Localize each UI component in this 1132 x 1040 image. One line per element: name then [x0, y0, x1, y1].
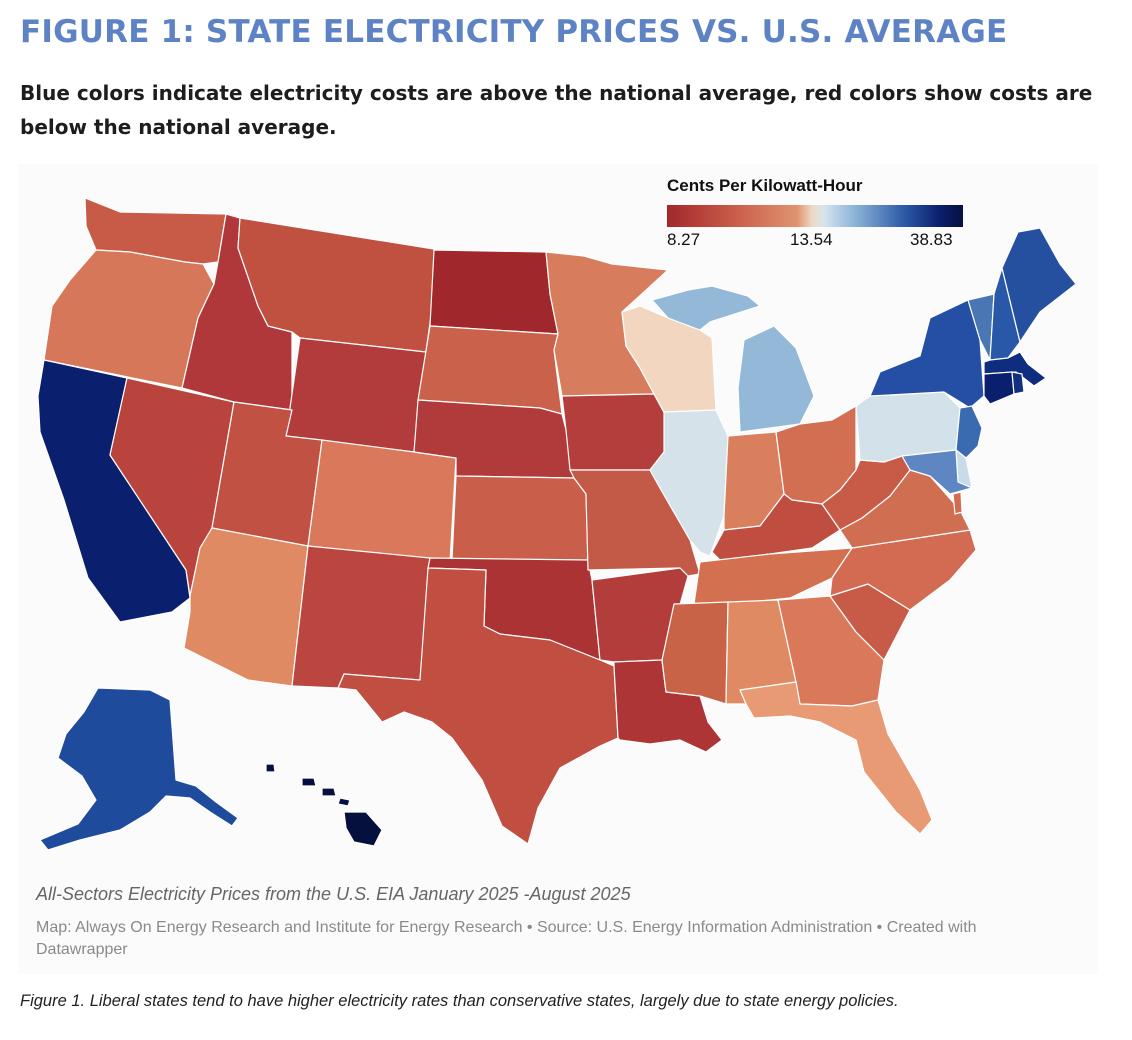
legend-max-label: 38.83 — [910, 230, 953, 249]
state-florida[interactable] — [739, 681, 933, 835]
state-texas[interactable] — [337, 567, 619, 845]
state-new-york[interactable] — [869, 299, 985, 409]
state-north-carolina[interactable] — [829, 529, 977, 611]
legend-title: Cents Per Kilowatt-Hour — [667, 176, 863, 195]
state-maryland[interactable] — [901, 449, 973, 495]
state-alaska[interactable] — [39, 687, 239, 851]
map-caption: All-Sectors Electricity Prices from the … — [36, 884, 631, 904]
state-north-dakota[interactable] — [429, 249, 559, 335]
state-hawaii[interactable] — [265, 763, 383, 847]
state-wyoming[interactable] — [285, 337, 427, 453]
state-mississippi[interactable] — [661, 601, 729, 705]
state-south-dakota[interactable] — [417, 325, 563, 415]
legend-min-label: 8.27 — [667, 230, 701, 249]
state-maine[interactable] — [1001, 227, 1077, 343]
state-new-mexico[interactable] — [291, 545, 431, 689]
state-arizona[interactable] — [183, 527, 309, 687]
state-connecticut[interactable] — [983, 371, 1015, 405]
state-rhode-island[interactable] — [1011, 371, 1025, 395]
state-colorado[interactable] — [307, 439, 457, 563]
legend-mid-label: 13.54 — [790, 230, 833, 249]
state-kansas[interactable] — [451, 475, 589, 561]
state-new-hampshire[interactable] — [989, 267, 1021, 361]
state-michigan[interactable] — [651, 285, 815, 433]
map-credits: Map: Always On Energy Research and Insti… — [36, 919, 977, 958]
figure-footnote: Figure 1. Liberal states tend to have hi… — [20, 992, 899, 1010]
state-new-jersey[interactable] — [955, 405, 983, 459]
state-iowa[interactable] — [561, 393, 669, 471]
figure-subtitle: Blue colors indicate electricity costs a… — [20, 81, 1093, 139]
state-dc[interactable] — [952, 491, 963, 515]
figure-title: FIGURE 1: STATE ELECTRICITY PRICES VS. U… — [20, 14, 1008, 50]
legend-color-scale — [667, 205, 963, 227]
state-illinois[interactable] — [649, 409, 729, 557]
